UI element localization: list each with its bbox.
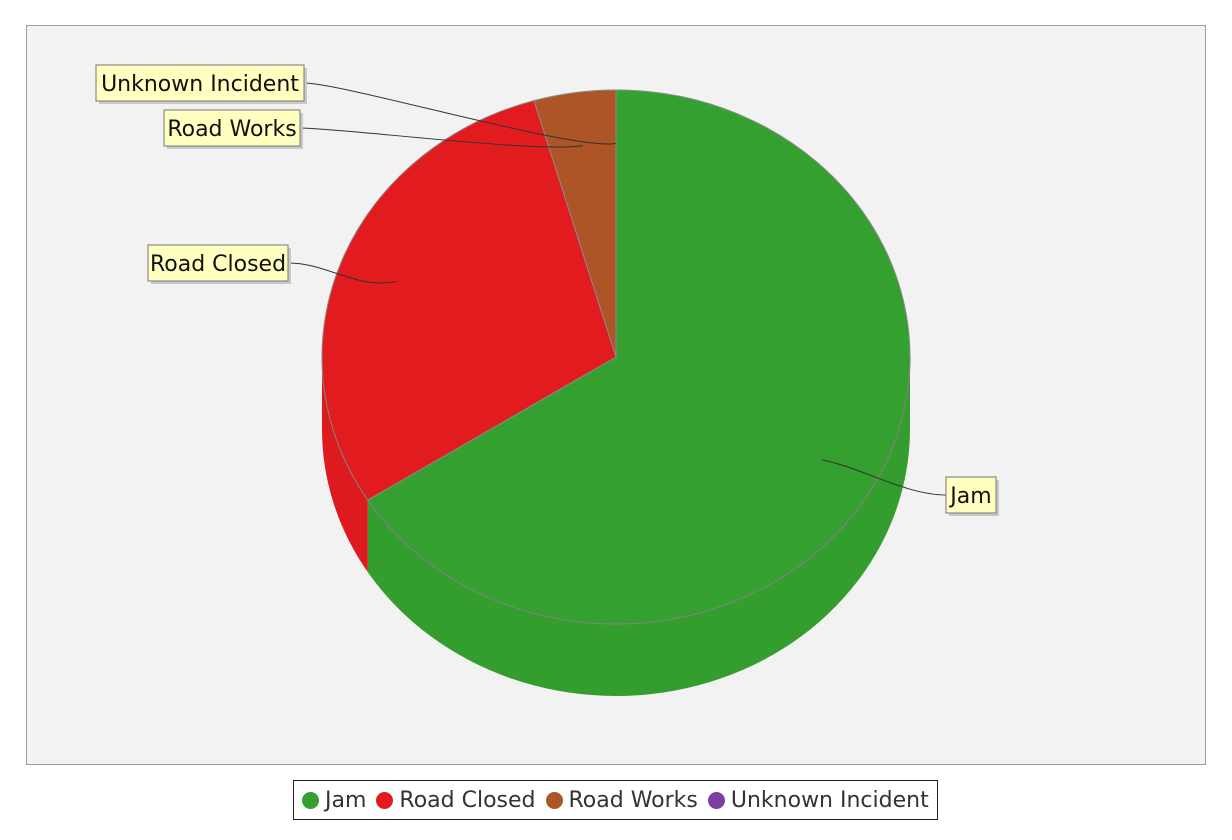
slice-label-road-closed: Road Closed [150,252,286,277]
pie-top [321,89,911,625]
legend-label-road-closed: Road Closed [399,787,536,813]
label-leader-jam [822,459,947,496]
pie-side-jam [367,357,910,696]
legend-marker-unknown-incident [707,791,725,809]
legend-marker-road-closed [376,791,394,809]
label-box-road-closed [147,244,289,282]
label-box-jam [945,476,997,514]
label-box-unknown-incident [95,64,305,102]
slice-label-jam: Jam [948,484,991,509]
legend-label-jam: Jam [325,787,367,813]
legend: Jam Road Closed Road Works Unknown Incident [293,780,938,820]
label-box-road-works [163,109,301,147]
legend-label-unknown-incident: Unknown Incident [730,787,929,813]
label-leader-unknown-incident [303,82,617,145]
legend-item-jam: Jam [302,788,366,813]
pie-slice-road-works [533,89,617,358]
label-leader-road-works [299,127,583,148]
legend-marker-jam [302,791,319,809]
slice-label-road-works: Road Works [167,117,296,142]
legend-marker-road-works [545,791,563,809]
pie-labels: Jam Road Closed Road Works Unknown Incident [95,64,999,516]
pie-side-road-closed [322,357,368,573]
pie-rim [321,356,911,625]
label-leader-road-closed [287,262,397,284]
legend-item-road-closed: Road Closed [376,787,536,813]
legend-label-road-works: Road Works [568,787,698,813]
slice-label-unknown-incident: Unknown Incident [101,72,299,97]
pie-sides [322,357,910,696]
legend-item-unknown-incident: Unknown Incident [707,787,929,813]
legend-item-road-works: Road Works [545,787,698,813]
